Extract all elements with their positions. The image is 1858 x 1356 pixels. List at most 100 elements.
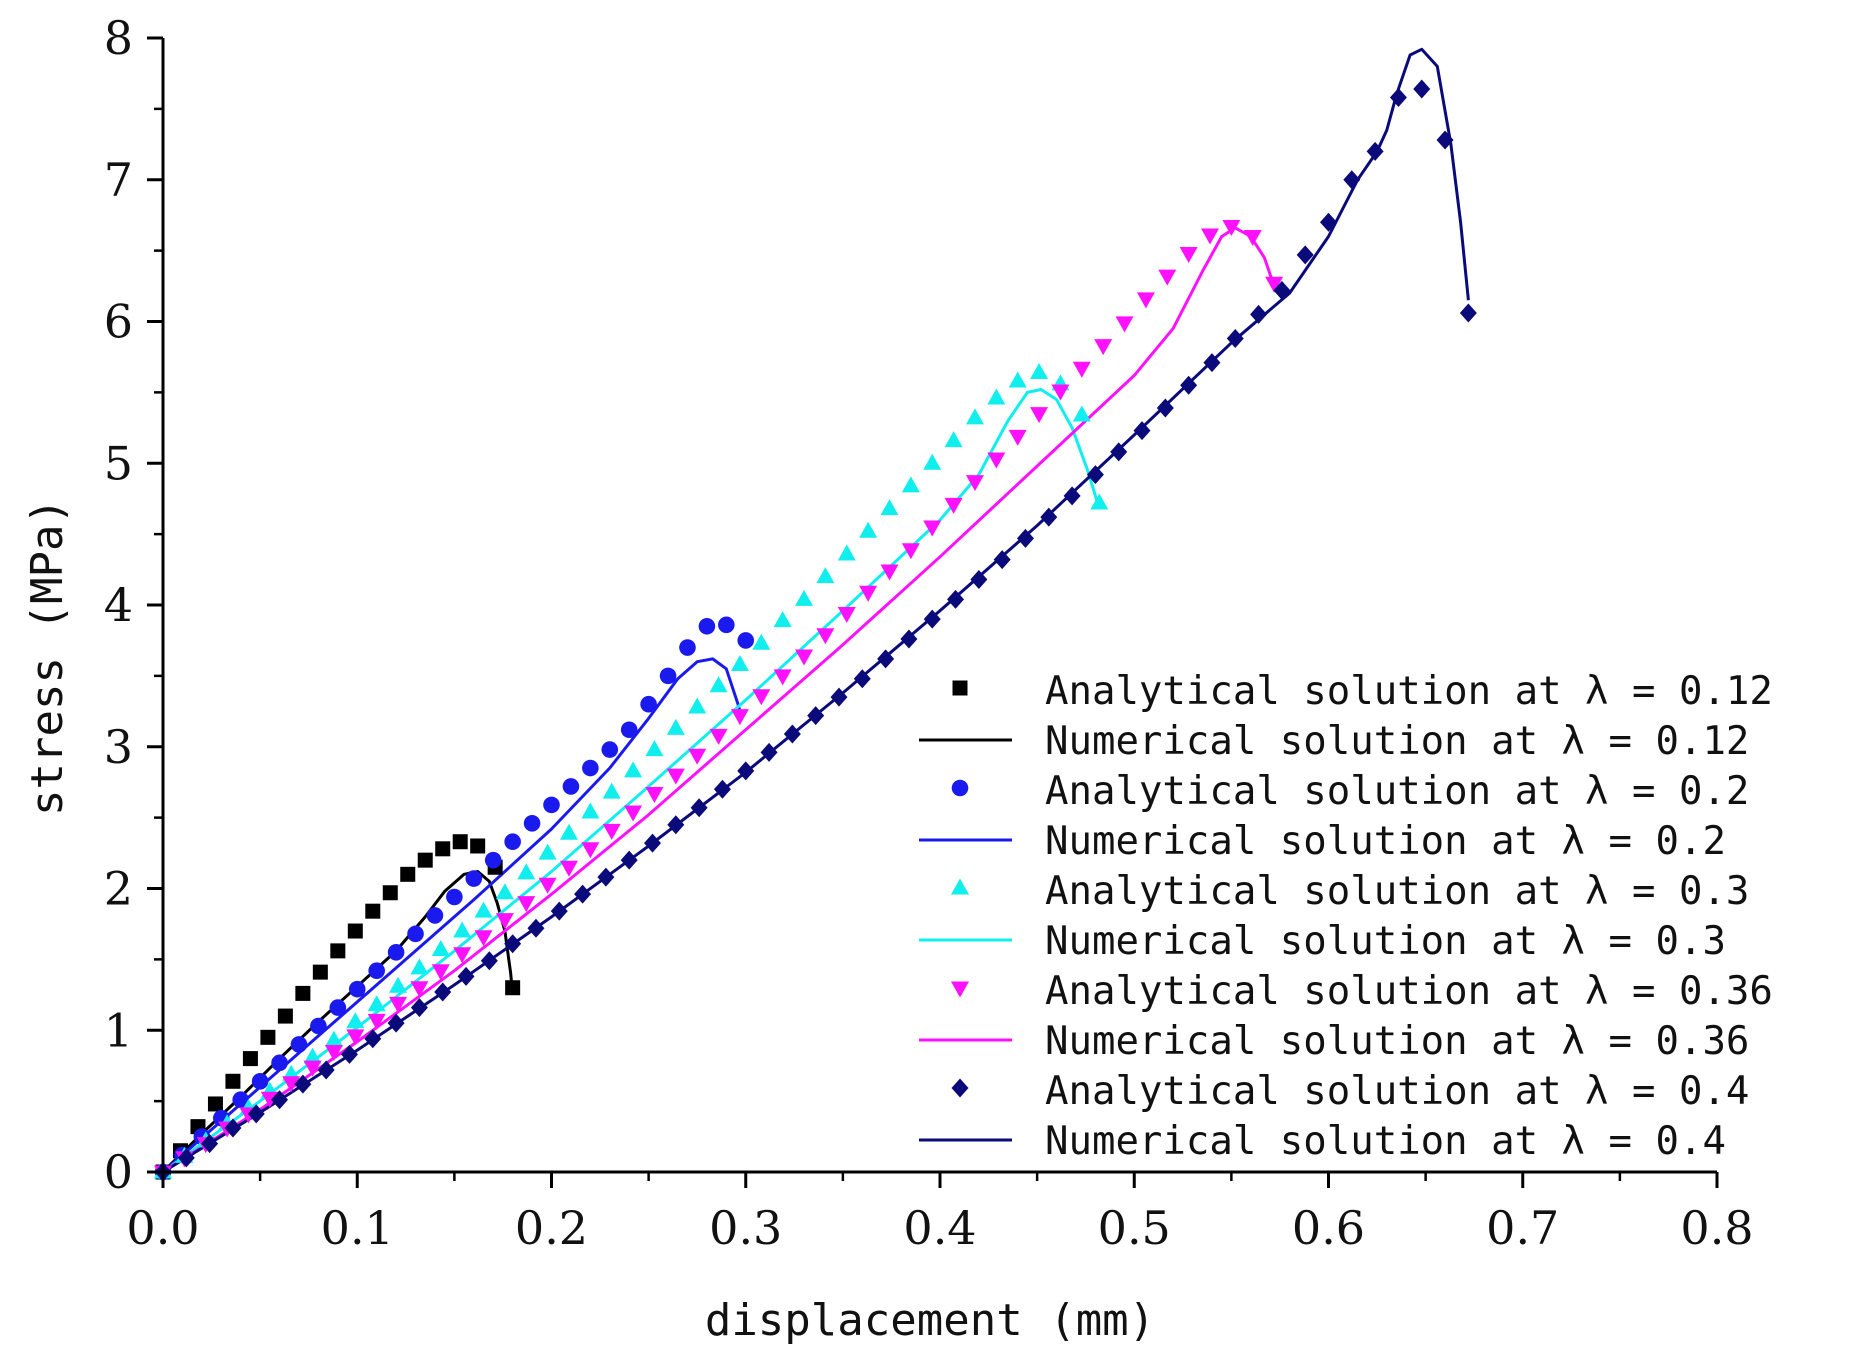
data-point [965,408,984,425]
data-point [859,585,878,602]
data-point [410,981,429,998]
data-point [559,860,578,877]
x-tick-label: 0.3 [709,1201,782,1255]
data-point [505,980,521,996]
data-point [465,870,483,887]
data-point [294,1074,312,1094]
data-point [640,695,657,713]
data-point [312,964,328,980]
data-point [559,823,578,840]
data-point [523,814,541,832]
data-point [737,632,755,649]
data-point [201,1134,219,1154]
data-point [303,1060,322,1077]
data-point [679,639,696,656]
data-point [504,934,522,954]
data-point [271,1090,289,1110]
data-point [290,1036,308,1053]
data-point [453,921,472,938]
data-point [795,589,814,606]
data-point [453,947,472,964]
data-point [987,452,1006,469]
data-point [1136,292,1155,309]
data-point [324,1030,343,1047]
data-point [1180,375,1198,395]
data-point [1243,229,1262,246]
y-tick-label: 2 [104,862,133,916]
data-point [581,842,600,859]
legend-label: Numerical solution at λ = 0.2 [1045,819,1726,864]
data-point [645,740,664,757]
data-point [1226,329,1244,349]
data-point [644,833,662,853]
x-tick-label: 0.5 [1098,1201,1171,1255]
plot-series [154,47,1477,1182]
data-point [1366,141,1384,161]
data-point [431,964,450,981]
data-point [709,728,728,745]
legend-entry-7: Numerical solution at λ = 0.36 [919,1019,1749,1064]
data-point [666,718,685,735]
legend-label: Numerical solution at λ = 0.4 [1045,1119,1726,1164]
data-point [474,930,493,947]
data-point [1179,246,1198,263]
data-point [773,611,792,628]
data-point [271,1054,288,1072]
data-point [387,943,405,961]
legend: Analytical solution at λ = 0.12 Numerical… [919,669,1773,1164]
data-point [1320,212,1337,232]
data-point [365,903,381,919]
legend-marker-swatch [951,779,969,797]
data-point [387,1013,405,1033]
data-point [1436,130,1454,150]
data-point [410,958,429,975]
legend-label: Numerical solution at λ = 0.3 [1045,919,1726,964]
data-point [340,1044,358,1064]
data-point [1094,339,1113,356]
data-point [295,985,311,1001]
data-point [947,589,965,609]
y-tick-label: 4 [104,578,133,632]
data-point [348,980,366,998]
x-tick-label: 0.2 [515,1201,588,1255]
data-point [718,616,735,634]
series-line-7 [162,226,1276,1174]
data-point [207,1096,223,1112]
data-point [224,1118,242,1138]
data-point [1203,353,1221,373]
data-point [452,834,468,850]
data-point [431,939,450,956]
legend-entry-0: Analytical solution at λ = 0.12 [952,669,1773,714]
data-point [993,550,1011,570]
data-point [1115,316,1134,333]
legend-marker-swatch [951,878,969,895]
legend-entry-2: Analytical solution at λ = 0.2 [951,769,1749,814]
legend-label: Analytical solution at λ = 0.3 [1045,869,1749,914]
data-point [367,1013,386,1030]
data-point [666,768,685,785]
data-point [480,951,498,971]
data-point [624,761,643,778]
data-point [389,996,408,1013]
data-point [690,798,708,818]
data-point [1222,220,1241,237]
data-point [965,475,984,492]
x-tick-label: 0.1 [321,1201,394,1255]
data-point [624,805,643,822]
data-point [260,1091,279,1108]
data-point [807,706,825,726]
data-point [329,999,347,1016]
series-markers-2 [154,616,755,1181]
data-point [368,962,385,980]
data-point [602,782,621,799]
data-point [1413,79,1431,99]
data-point [837,544,856,561]
legend-entry-9: Numerical solution at λ = 0.4 [919,1119,1726,1164]
y-tick-label: 8 [104,11,133,65]
data-point [837,607,856,624]
data-point [601,741,619,758]
data-point [330,943,346,959]
data-point [688,748,707,765]
data-point [1072,361,1091,378]
data-point [752,689,771,706]
